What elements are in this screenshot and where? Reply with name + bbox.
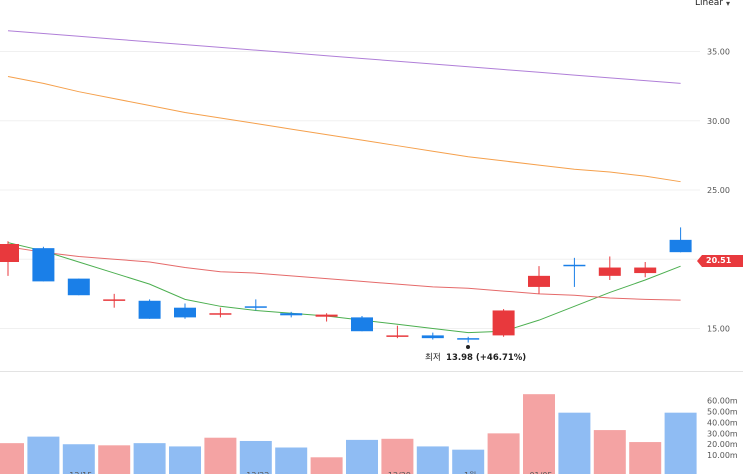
volume-bar bbox=[416, 446, 449, 474]
candle-body bbox=[351, 317, 373, 332]
low-price-annotation: 최저 13.98 (+46.71%) bbox=[425, 351, 526, 363]
candle-body bbox=[32, 248, 55, 282]
volume-bar bbox=[0, 443, 24, 474]
volume-bar bbox=[487, 433, 520, 474]
date-tick-label: 01/05 bbox=[529, 471, 552, 474]
volume-bar bbox=[239, 440, 272, 474]
current-price-badge: 20.51 bbox=[697, 255, 743, 267]
volume-bar bbox=[62, 444, 95, 474]
volume-tick-label: 20.00m bbox=[707, 440, 738, 449]
low-marker-dot bbox=[466, 345, 470, 349]
candle-body bbox=[457, 338, 480, 340]
volume-tick-label: 30.00m bbox=[707, 429, 738, 438]
volume-bar bbox=[346, 439, 378, 474]
volume-bar bbox=[204, 437, 237, 474]
volume-bar bbox=[664, 412, 697, 474]
volume-bar bbox=[169, 446, 201, 474]
volume-bar bbox=[275, 447, 308, 474]
date-tick-label: 12/22 bbox=[246, 471, 269, 474]
price-tick-label: 30.00 bbox=[707, 117, 730, 126]
candle-body bbox=[138, 300, 161, 319]
moving-average-line bbox=[7, 75, 681, 183]
volume-tick-label: 10.00m bbox=[707, 451, 738, 460]
moving-average-line bbox=[7, 242, 681, 334]
volume-bar bbox=[310, 457, 343, 474]
candle-body bbox=[386, 335, 409, 337]
moving-average-lines bbox=[7, 30, 681, 334]
price-tick-label: 15.00 bbox=[707, 324, 730, 333]
low-label: 최저 bbox=[425, 353, 441, 363]
candle-body bbox=[598, 267, 621, 276]
chevron-down-icon: ▾ bbox=[725, 0, 730, 8]
candle-body bbox=[209, 313, 232, 315]
candle-body bbox=[315, 314, 338, 317]
volume-tick-label: 50.00m bbox=[707, 408, 738, 417]
volume-bar bbox=[593, 430, 626, 474]
volume-tick-label: 60.00m bbox=[707, 397, 738, 406]
moving-average-line bbox=[7, 246, 681, 301]
candlesticks bbox=[0, 227, 692, 343]
candle-body bbox=[0, 244, 19, 262]
candle-body bbox=[563, 264, 586, 267]
scale-mode-dropdown[interactable]: Linear ▾ bbox=[695, 0, 730, 8]
volume-bar bbox=[452, 449, 485, 474]
candle-body bbox=[67, 278, 90, 296]
scale-mode-label: Linear bbox=[695, 0, 723, 8]
date-tick-label: 12/15 bbox=[69, 471, 92, 474]
volume-bar bbox=[98, 445, 131, 474]
candle-body bbox=[528, 275, 550, 287]
volume-bar bbox=[558, 412, 591, 474]
candle-body bbox=[492, 310, 515, 336]
volume-bar bbox=[523, 394, 555, 474]
candle-body bbox=[634, 267, 657, 274]
candle-body bbox=[669, 239, 692, 253]
low-value: 13.98 (+46.71%) bbox=[446, 353, 527, 363]
candle-body bbox=[421, 335, 444, 339]
candle-body bbox=[174, 307, 196, 318]
candle-body bbox=[280, 313, 303, 316]
volume-bars bbox=[0, 394, 697, 474]
date-axis: 12/15 12/22 12/29 1월 01/05 bbox=[69, 470, 552, 474]
date-tick-label: 1월 bbox=[464, 470, 476, 474]
grid-lines bbox=[0, 51, 700, 329]
volume-bar bbox=[27, 436, 60, 474]
volume-bar bbox=[629, 442, 662, 474]
volume-bar bbox=[381, 438, 414, 474]
candle-body bbox=[244, 306, 267, 308]
price-tick-label: 25.00 bbox=[707, 186, 730, 195]
volume-tick-label: 40.00m bbox=[707, 418, 738, 427]
date-tick-label: 12/29 bbox=[388, 471, 411, 474]
moving-average-line bbox=[7, 30, 681, 84]
volume-bar bbox=[133, 443, 166, 474]
candle-body bbox=[103, 299, 126, 301]
price-tick-label: 35.00 bbox=[707, 48, 730, 57]
